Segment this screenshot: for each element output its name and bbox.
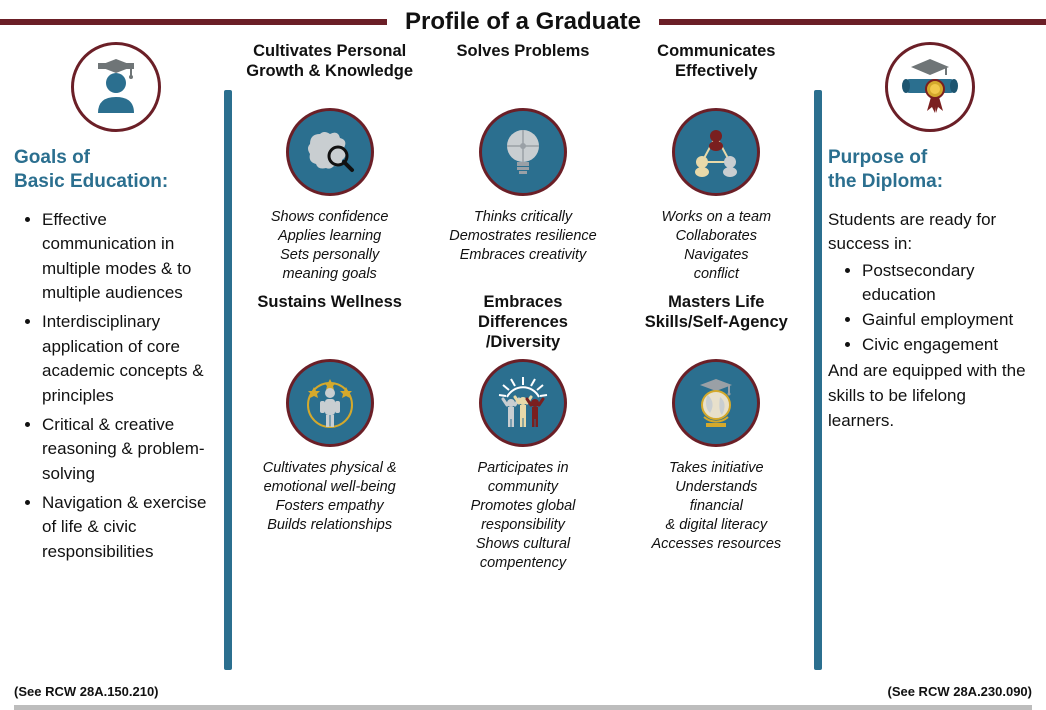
left-bullet-list: Effective communication in multiple mode… [14,208,218,569]
title-bar-right [659,19,1046,25]
cell-caption: Shows confidence Applies learning Sets p… [271,208,389,283]
cell-title: Sustains Wellness [253,293,406,353]
right-body: Students are ready for success in: Posts… [828,208,1032,434]
cell-sustains-wellness: Sustains Wellness Cult [242,293,417,572]
right-bullet-list: Postsecondary education Gainful employme… [828,259,1032,358]
cell-communicates: Communicates Effectively Works on a team… [629,42,804,283]
left-bullet: Navigation & exercise of life & civic re… [42,491,218,565]
cell-caption: Takes initiative Understands financial &… [651,459,781,553]
cell-masters-life-skills: Masters Life Skills/Self-Agency Takes in… [629,293,804,572]
cell-title: Embraces Differences /Diversity [435,293,610,353]
left-bullet: Critical & creative reasoning & problem-… [42,413,218,487]
cell-solves-problems: Solves Problems Thinks critically Demost… [435,42,610,283]
cell-title: Solves Problems [453,42,594,102]
right-intro: Students are ready for success in: [828,210,996,254]
cell-cultivates-growth: Cultivates Personal Growth & Knowledge S… [242,42,417,283]
diploma-icon [885,42,975,132]
people-sun-icon [479,359,567,447]
right-heading: Purpose of the Diploma: [828,146,1032,194]
left-bullet: Effective communication in multiple mode… [42,208,218,307]
cell-title: Masters Life Skills/Self-Agency [629,293,804,353]
left-heading: Goals of Basic Education: [14,146,218,194]
person-stars-icon [286,359,374,447]
cell-caption: Thinks critically Demostrates resilience… [449,208,596,265]
cell-title: Communicates Effectively [629,42,804,102]
left-column: Goals of Basic Education: Effective comm… [14,42,224,670]
right-bullet: Civic engagement [862,333,1032,358]
team-circle-icon [672,108,760,196]
right-column: Purpose of the Diploma: Students are rea… [822,42,1032,670]
center-column: Cultivates Personal Growth & Knowledge S… [232,42,814,670]
cell-caption: Participates in community Promotes globa… [471,459,576,572]
bottom-bar [14,705,1032,710]
title-bar-left [0,19,387,25]
right-heading-line2: the Diploma: [828,171,943,192]
lightbulb-puzzle-icon [479,108,567,196]
main-layout: Goals of Basic Education: Effective comm… [0,42,1046,670]
globe-cap-icon [672,359,760,447]
right-bullet: Gainful employment [862,308,1032,333]
left-heading-line1: Goals of [14,147,90,168]
graduate-icon [71,42,161,132]
divider-left [224,90,232,670]
competency-grid: Cultivates Personal Growth & Knowledge S… [242,42,804,572]
cell-caption: Cultivates physical & emotional well-bei… [263,459,397,534]
title-row: Profile of a Graduate [0,0,1046,42]
page-title: Profile of a Graduate [387,8,659,36]
cell-embraces-diversity: Embraces Differences /Diversity [435,293,610,572]
divider-right [814,90,822,670]
right-outro: And are equipped with the skills to be l… [828,361,1026,429]
left-bullet: Interdisciplinary application of core ac… [42,310,218,409]
right-heading-line1: Purpose of [828,147,927,168]
brain-magnifier-icon [286,108,374,196]
footer-row: (See RCW 28A.150.210) (See RCW 28A.230.0… [0,674,1046,699]
right-bullet: Postsecondary education [862,259,1032,308]
cell-title: Cultivates Personal Growth & Knowledge [242,42,417,102]
cell-caption: Works on a team Collaborates Navigates c… [662,208,772,283]
left-heading-line2: Basic Education: [14,171,168,192]
